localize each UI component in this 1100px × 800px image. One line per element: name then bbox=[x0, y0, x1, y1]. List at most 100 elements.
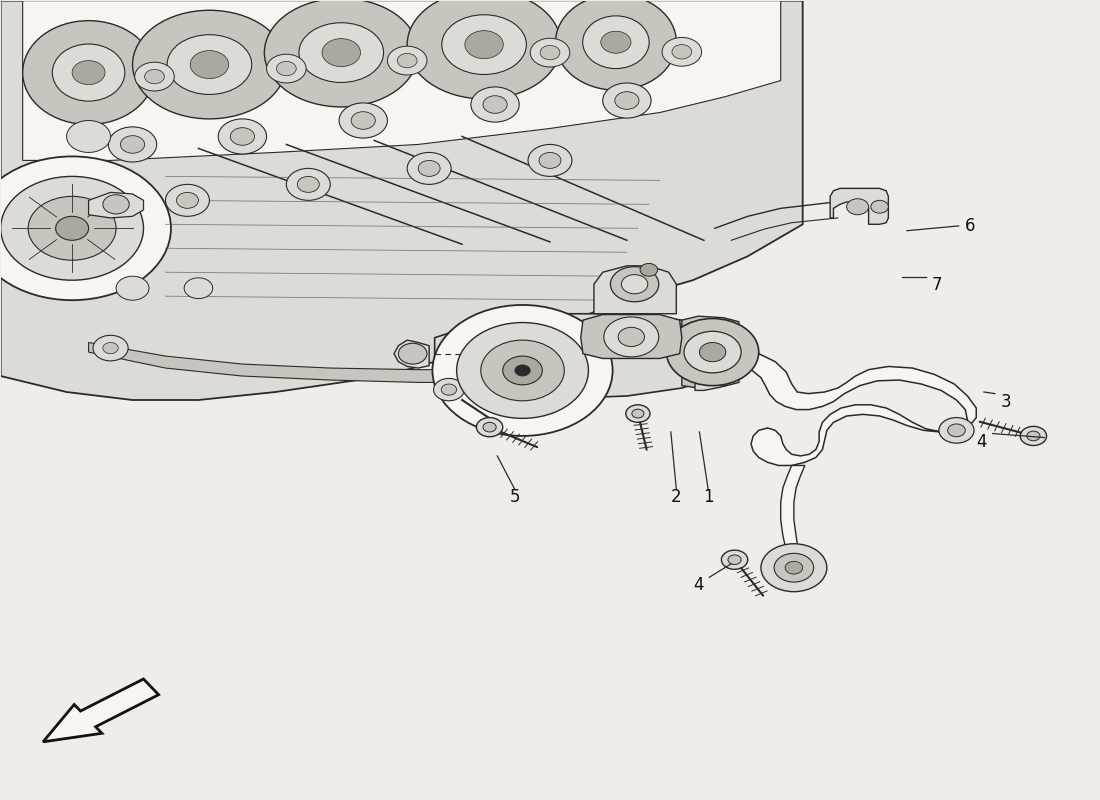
Circle shape bbox=[456, 322, 588, 418]
Circle shape bbox=[630, 342, 646, 354]
Polygon shape bbox=[394, 340, 429, 368]
Circle shape bbox=[398, 343, 427, 364]
Circle shape bbox=[444, 339, 480, 365]
Ellipse shape bbox=[53, 44, 124, 101]
Circle shape bbox=[351, 112, 375, 130]
Circle shape bbox=[610, 266, 659, 302]
Circle shape bbox=[339, 103, 387, 138]
Circle shape bbox=[176, 192, 198, 208]
Ellipse shape bbox=[556, 0, 676, 90]
Circle shape bbox=[528, 145, 572, 176]
Circle shape bbox=[615, 92, 639, 110]
Circle shape bbox=[266, 54, 306, 83]
Circle shape bbox=[483, 422, 496, 432]
Circle shape bbox=[297, 176, 319, 192]
Ellipse shape bbox=[132, 10, 286, 119]
Circle shape bbox=[761, 544, 827, 592]
Circle shape bbox=[109, 127, 156, 162]
Circle shape bbox=[73, 61, 106, 85]
Circle shape bbox=[407, 153, 451, 184]
Circle shape bbox=[441, 384, 456, 395]
Circle shape bbox=[530, 38, 570, 67]
Circle shape bbox=[134, 62, 174, 91]
Polygon shape bbox=[23, 1, 781, 161]
Circle shape bbox=[471, 87, 519, 122]
Text: 5: 5 bbox=[509, 489, 520, 506]
Circle shape bbox=[847, 198, 869, 214]
Circle shape bbox=[218, 119, 266, 154]
Text: 2: 2 bbox=[671, 489, 682, 506]
Polygon shape bbox=[594, 266, 676, 314]
Circle shape bbox=[481, 340, 564, 401]
Polygon shape bbox=[695, 342, 743, 390]
Ellipse shape bbox=[442, 14, 527, 74]
Ellipse shape bbox=[583, 16, 649, 69]
Circle shape bbox=[626, 405, 650, 422]
Circle shape bbox=[662, 38, 702, 66]
Circle shape bbox=[871, 200, 889, 213]
Circle shape bbox=[230, 128, 254, 146]
Circle shape bbox=[276, 62, 296, 76]
Circle shape bbox=[939, 418, 975, 443]
Circle shape bbox=[483, 96, 507, 114]
Circle shape bbox=[540, 46, 560, 60]
Circle shape bbox=[103, 342, 118, 354]
Circle shape bbox=[1026, 431, 1039, 441]
Text: 3: 3 bbox=[1001, 393, 1011, 410]
Circle shape bbox=[0, 157, 170, 300]
Polygon shape bbox=[581, 314, 682, 358]
Circle shape bbox=[603, 83, 651, 118]
Circle shape bbox=[120, 136, 144, 154]
Ellipse shape bbox=[23, 21, 154, 125]
Circle shape bbox=[722, 550, 748, 570]
Circle shape bbox=[684, 331, 741, 373]
Circle shape bbox=[190, 50, 229, 78]
Circle shape bbox=[454, 346, 470, 358]
Circle shape bbox=[1, 176, 143, 280]
Circle shape bbox=[144, 70, 164, 84]
Circle shape bbox=[631, 409, 644, 418]
Circle shape bbox=[640, 263, 658, 276]
Ellipse shape bbox=[264, 0, 418, 107]
Circle shape bbox=[418, 161, 440, 176]
Circle shape bbox=[604, 317, 659, 357]
Circle shape bbox=[601, 31, 631, 54]
Circle shape bbox=[948, 424, 966, 437]
Polygon shape bbox=[724, 350, 977, 466]
Circle shape bbox=[286, 169, 330, 200]
Circle shape bbox=[1020, 426, 1046, 446]
Text: 1: 1 bbox=[703, 489, 714, 506]
Circle shape bbox=[387, 46, 427, 75]
Text: 4: 4 bbox=[977, 433, 987, 450]
Polygon shape bbox=[89, 342, 682, 382]
Ellipse shape bbox=[407, 0, 561, 99]
Circle shape bbox=[728, 555, 741, 565]
Circle shape bbox=[620, 335, 656, 361]
Text: 4: 4 bbox=[693, 576, 704, 594]
Ellipse shape bbox=[167, 34, 252, 94]
Circle shape bbox=[503, 356, 542, 385]
Circle shape bbox=[29, 196, 116, 260]
Text: 7: 7 bbox=[932, 276, 942, 294]
Circle shape bbox=[618, 327, 645, 346]
Text: 6: 6 bbox=[965, 217, 975, 235]
Circle shape bbox=[397, 54, 417, 68]
Polygon shape bbox=[43, 679, 158, 742]
Circle shape bbox=[672, 45, 692, 59]
Polygon shape bbox=[682, 316, 739, 388]
Circle shape bbox=[184, 278, 212, 298]
Circle shape bbox=[116, 276, 148, 300]
Circle shape bbox=[103, 194, 129, 214]
Polygon shape bbox=[89, 192, 143, 218]
Circle shape bbox=[432, 305, 613, 436]
Ellipse shape bbox=[299, 22, 384, 82]
Circle shape bbox=[476, 418, 503, 437]
Polygon shape bbox=[830, 188, 889, 224]
Circle shape bbox=[433, 378, 464, 401]
Circle shape bbox=[515, 365, 530, 376]
Circle shape bbox=[539, 153, 561, 169]
Circle shape bbox=[621, 274, 648, 294]
Circle shape bbox=[56, 216, 89, 240]
Circle shape bbox=[94, 335, 128, 361]
Circle shape bbox=[465, 30, 504, 58]
